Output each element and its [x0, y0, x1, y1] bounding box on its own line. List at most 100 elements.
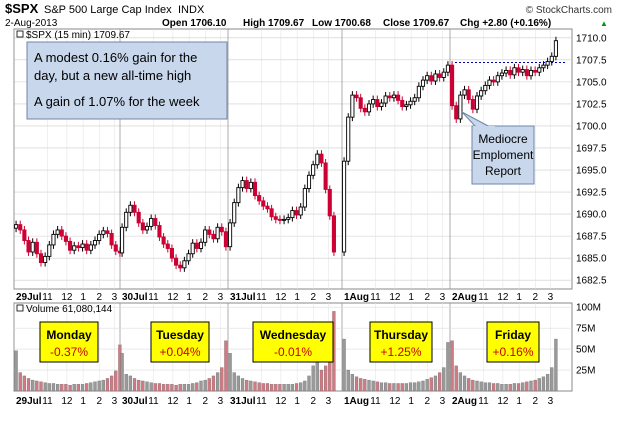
volume-bar — [149, 382, 153, 392]
volume-bar — [328, 357, 332, 392]
volume-bar — [545, 374, 550, 392]
candle — [186, 249, 191, 265]
candle — [97, 230, 102, 245]
candle — [433, 69, 438, 85]
candle — [132, 201, 137, 217]
volume-bar — [550, 367, 554, 392]
volume-bar — [533, 379, 537, 392]
volume-bar — [85, 383, 89, 392]
candle-body — [63, 235, 68, 242]
candle-body — [366, 103, 372, 113]
symbol-label: $SPX — [5, 1, 39, 16]
volume-x-hour-label: 12 — [389, 396, 401, 407]
candle-body — [76, 245, 81, 249]
candle — [265, 202, 270, 213]
watermark: © StockCharts.com — [526, 5, 612, 16]
price-x-hour-label: 1 — [408, 292, 414, 303]
candle — [358, 93, 363, 113]
volume-bar — [290, 384, 295, 392]
candle — [466, 85, 471, 104]
candle-body — [483, 84, 488, 92]
price-x-hour-label: 1 — [186, 292, 192, 303]
volume-legend-checkbox-icon[interactable] — [16, 304, 24, 312]
candle — [240, 176, 245, 192]
candle — [541, 61, 546, 72]
volume-x-hour-label: 12 — [275, 396, 287, 407]
volume-bar — [442, 367, 446, 392]
candle-body — [14, 224, 19, 229]
candle — [323, 159, 328, 194]
volume-bar — [516, 383, 521, 392]
badge-thursday-day: Thursday — [374, 328, 428, 342]
candle — [429, 71, 434, 85]
candle — [290, 206, 295, 222]
badge-monday-pct: -0.37% — [50, 345, 88, 359]
price-x-hour-label: 3 — [440, 292, 446, 303]
candle-body — [441, 71, 446, 78]
candle-body — [265, 205, 270, 210]
candle-body — [362, 107, 367, 113]
badge-wednesday: Wednesday -0.01% — [252, 321, 334, 363]
candle-body — [379, 102, 384, 108]
volume-bar — [93, 381, 97, 392]
candle — [512, 63, 517, 79]
candle — [404, 100, 409, 111]
price-x-hour-label: 3 — [326, 292, 332, 303]
candle-body — [149, 218, 154, 227]
candle — [387, 92, 392, 102]
candle-body — [524, 69, 529, 77]
price-y-tick-label: 1685.0 — [576, 254, 607, 265]
candle — [454, 101, 459, 123]
volume-bar — [433, 375, 438, 392]
candle-body — [101, 230, 106, 235]
candle-body — [113, 244, 118, 252]
legend-checkbox-icon[interactable] — [16, 30, 24, 38]
candle — [362, 104, 367, 116]
candle-body — [269, 208, 274, 218]
volume-bar — [350, 374, 355, 392]
candle — [553, 36, 558, 61]
candle — [396, 91, 401, 105]
candle-body — [429, 75, 434, 82]
candle-body — [400, 99, 405, 108]
candle — [174, 254, 179, 270]
candle-body — [533, 69, 538, 73]
candle — [232, 198, 237, 227]
volume-bar — [132, 378, 137, 392]
volume-bar — [137, 379, 141, 392]
volume-bar — [64, 384, 68, 392]
candle-body — [319, 153, 324, 164]
candle-body — [342, 160, 347, 253]
annotation-line-1b: day, but a new all-time high — [34, 68, 191, 83]
volume-x-hour-label: 2 — [311, 396, 317, 407]
price-x-day-label: 2Aug — [452, 292, 477, 303]
volume-x-day-label: 1Aug — [344, 396, 369, 407]
candle-body — [408, 100, 413, 106]
candle-body — [371, 99, 376, 105]
volume-x-day-label: 29Jul — [16, 396, 42, 407]
candle — [420, 76, 426, 91]
volume-bar — [286, 384, 290, 392]
volume-bar — [319, 369, 324, 392]
candle — [269, 204, 274, 221]
candle-body — [157, 225, 162, 238]
candle — [153, 214, 158, 230]
candle-body — [396, 94, 401, 101]
candle — [30, 238, 35, 256]
volume-bar — [191, 383, 195, 392]
candle-body — [512, 67, 517, 76]
candle — [342, 157, 347, 256]
candle — [487, 76, 492, 90]
volume-x-hour-label: 11 — [256, 396, 267, 407]
price-x-hour-label: 1 — [294, 292, 300, 303]
candle-body — [165, 243, 170, 249]
candle-body — [26, 240, 31, 253]
price-y-tick-label: 1705.0 — [576, 77, 607, 88]
volume-bar — [166, 384, 170, 392]
price-x-axis: 29Jul 11 12 1 2 3 30Jul 11 12 1 2 3 31Jul 11 12 1 2 3 1Aug… — [16, 292, 554, 303]
volume-bar — [537, 378, 541, 392]
candle — [80, 240, 85, 252]
volume-bar — [541, 376, 546, 392]
candle-body — [248, 181, 253, 189]
